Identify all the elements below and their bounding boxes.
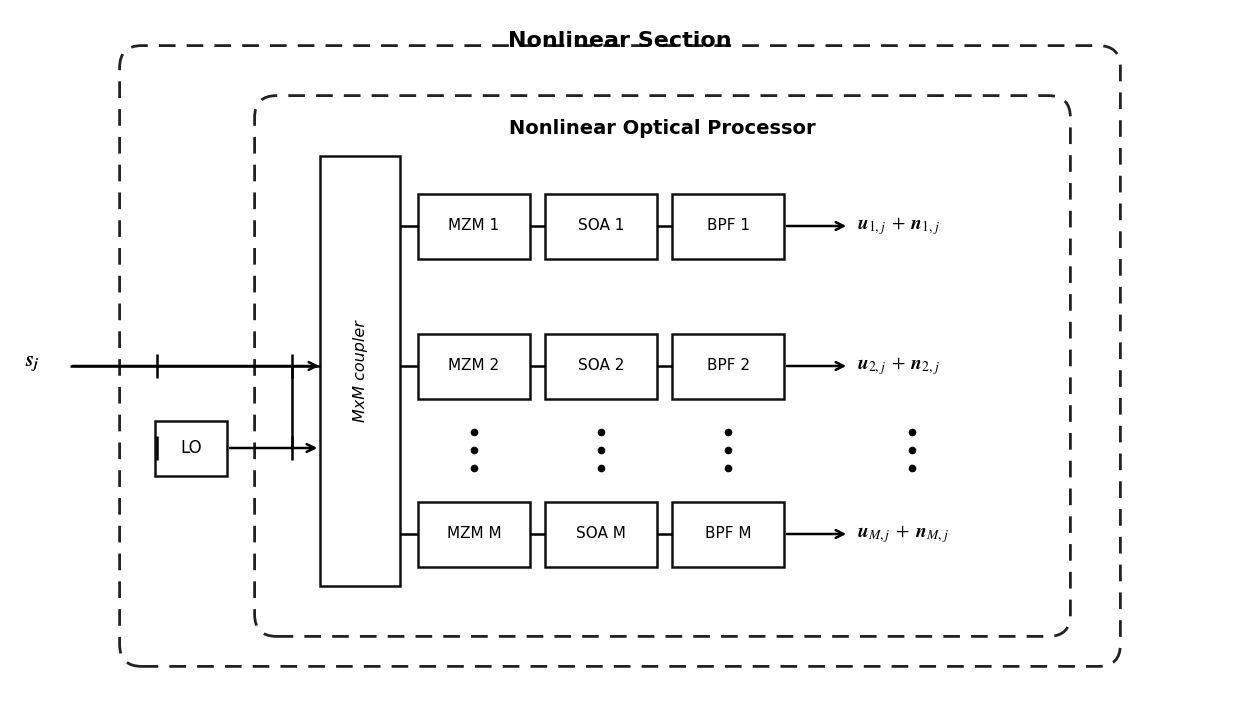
Text: Nonlinear Section: Nonlinear Section bbox=[508, 31, 732, 51]
Text: $\boldsymbol{u}_{1,j}$ $+$ $\boldsymbol{n}_{1,j}$: $\boldsymbol{u}_{1,j}$ $+$ $\boldsymbol{… bbox=[857, 215, 940, 237]
Bar bbox=[672, 333, 784, 398]
Text: Nonlinear Optical Processor: Nonlinear Optical Processor bbox=[510, 119, 816, 138]
Text: BPF M: BPF M bbox=[704, 527, 751, 542]
Text: BPF 1: BPF 1 bbox=[707, 218, 749, 234]
Text: MxM coupler: MxM coupler bbox=[352, 320, 367, 422]
Text: $\boldsymbol{u}_{2,j}$ $+$ $\boldsymbol{n}_{2,j}$: $\boldsymbol{u}_{2,j}$ $+$ $\boldsymbol{… bbox=[857, 355, 940, 377]
Bar bbox=[320, 156, 401, 586]
Text: $\boldsymbol{s}_{\boldsymbol{j}}$: $\boldsymbol{s}_{\boldsymbol{j}}$ bbox=[25, 354, 40, 374]
Text: $\boldsymbol{u}_{M,j}$ $+$ $\boldsymbol{n}_{M,j}$: $\boldsymbol{u}_{M,j}$ $+$ $\boldsymbol{… bbox=[857, 523, 949, 545]
Bar bbox=[546, 333, 657, 398]
Text: SOA M: SOA M bbox=[577, 527, 626, 542]
Bar bbox=[418, 501, 529, 566]
Bar bbox=[155, 421, 227, 476]
Text: MZM M: MZM M bbox=[446, 527, 501, 542]
Bar bbox=[672, 501, 784, 566]
Text: MZM 2: MZM 2 bbox=[449, 359, 500, 373]
Bar bbox=[418, 333, 529, 398]
Bar bbox=[672, 193, 784, 258]
Text: MZM 1: MZM 1 bbox=[449, 218, 500, 234]
Text: SOA 2: SOA 2 bbox=[578, 359, 624, 373]
Text: BPF 2: BPF 2 bbox=[707, 359, 749, 373]
Bar bbox=[546, 193, 657, 258]
Bar bbox=[546, 501, 657, 566]
Text: SOA 1: SOA 1 bbox=[578, 218, 624, 234]
Text: LO: LO bbox=[180, 439, 202, 457]
Bar bbox=[418, 193, 529, 258]
